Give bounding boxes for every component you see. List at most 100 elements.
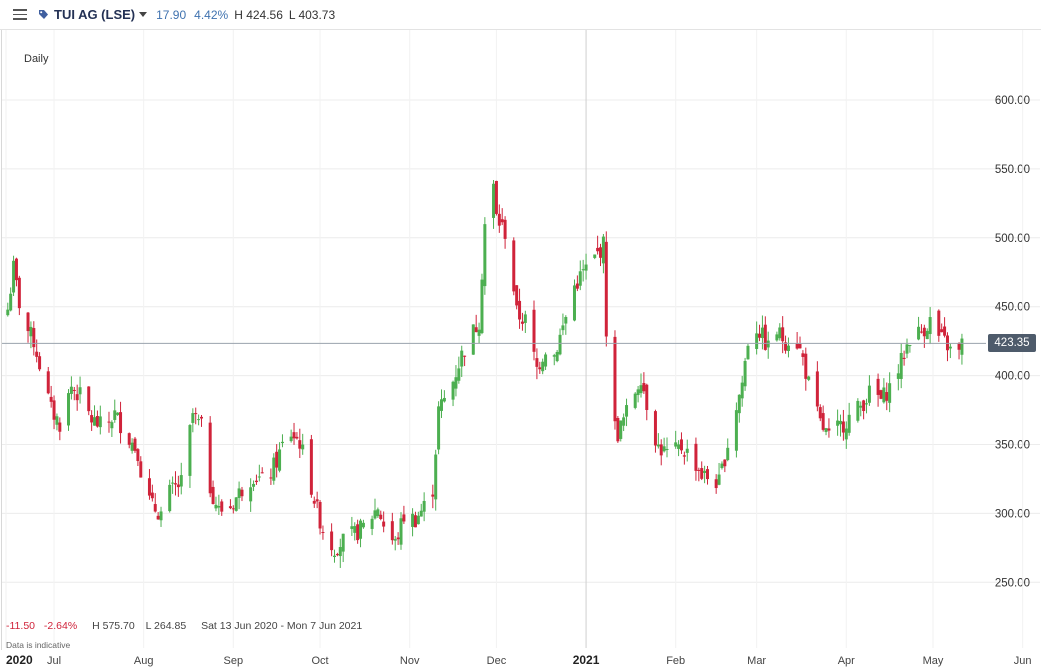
candle-body: [231, 508, 235, 510]
candle-body: [616, 418, 620, 442]
candle-body: [538, 367, 542, 370]
candle-body: [662, 446, 666, 452]
candle-body: [558, 334, 562, 355]
candle-body: [451, 381, 455, 400]
candle-body: [454, 377, 458, 389]
candle-body: [841, 421, 845, 433]
candle-body: [515, 285, 519, 306]
candle-body: [72, 389, 76, 392]
candle-body: [905, 344, 909, 354]
chart-area[interactable]: [1, 30, 1040, 650]
candle-body: [32, 328, 36, 348]
candle-body: [625, 405, 629, 417]
candle-body: [237, 488, 241, 498]
candle-body: [885, 392, 889, 401]
candle-body: [520, 321, 524, 324]
candle-body: [318, 501, 322, 529]
candle-body: [723, 459, 727, 467]
candle-body: [356, 524, 360, 541]
candle-body: [818, 407, 822, 419]
candle-body: [726, 447, 730, 461]
candle-body: [957, 343, 961, 350]
candle-body: [940, 329, 944, 333]
candle-body: [477, 329, 481, 336]
candle-body: [879, 390, 883, 399]
candle-body: [694, 443, 698, 471]
candle-body: [642, 383, 646, 392]
candle-body: [804, 353, 808, 379]
candle-body: [171, 482, 175, 484]
candle-body: [743, 360, 747, 387]
candle-body: [139, 461, 143, 478]
x-tick-label: Nov: [400, 655, 420, 667]
candle-body: [896, 373, 900, 379]
candle-body: [113, 410, 117, 420]
candle-body: [781, 327, 785, 342]
candle-body: [257, 476, 261, 478]
candle-body: [919, 331, 923, 333]
candle-body: [9, 293, 13, 311]
y-tick-label: 250.00: [995, 577, 1030, 589]
candle-body: [593, 254, 597, 258]
x-tick-label: May: [923, 655, 944, 667]
x-tick-label: Jun: [1014, 655, 1032, 667]
candle-body: [399, 518, 403, 545]
candle-body: [6, 309, 10, 316]
symbol-selector[interactable]: TUI AG (LSE): [54, 7, 136, 22]
candle-body: [555, 351, 559, 362]
candle-body: [197, 419, 201, 421]
candle-body: [136, 449, 140, 462]
candle-body: [859, 405, 863, 408]
candle-body: [87, 386, 91, 412]
candle-body: [471, 324, 475, 355]
candle-body: [260, 472, 264, 474]
candle-body: [289, 436, 293, 442]
candle-body: [370, 518, 374, 529]
candle-body: [925, 330, 929, 340]
x-tick-label: Dec: [487, 655, 507, 667]
candle-body: [867, 385, 871, 403]
candle-body: [847, 414, 851, 433]
x-tick-label: Sep: [224, 655, 244, 667]
x-tick-label: Mar: [747, 655, 766, 667]
candle-body: [575, 283, 579, 289]
candle-body: [188, 425, 192, 476]
range-dates: Sat 13 Jun 2020 - Mon 7 Jun 2021: [201, 620, 363, 632]
candle-body: [700, 468, 704, 479]
candle-body: [396, 537, 400, 540]
quote-high: H 424.56: [234, 7, 283, 22]
candle-body: [295, 436, 299, 439]
candle-body: [928, 317, 932, 335]
candle-body: [208, 422, 212, 494]
candle-body: [460, 350, 464, 367]
candle-body: [564, 317, 568, 324]
candle-body: [572, 285, 576, 321]
candle-body: [457, 368, 461, 381]
candle-body: [948, 346, 952, 349]
candle-body: [639, 385, 643, 394]
candle-body: [653, 411, 657, 446]
candle-body: [390, 521, 394, 541]
candle-body: [431, 494, 435, 497]
candle-body: [249, 487, 253, 502]
candle-body: [737, 394, 741, 414]
candle-body: [58, 422, 62, 432]
x-tick-label: Feb: [666, 655, 685, 667]
candle-body: [581, 269, 585, 271]
candle-body: [755, 333, 759, 349]
candle-body: [321, 532, 325, 534]
tag-icon: [39, 10, 48, 19]
candle-body: [416, 515, 420, 525]
candle-body: [503, 219, 507, 239]
candle-body: [376, 509, 380, 517]
candle-body: [269, 477, 273, 479]
chevron-down-icon[interactable]: [139, 12, 148, 17]
x-tick-label: 2021: [573, 653, 600, 667]
candle-body: [697, 469, 701, 471]
candle-body: [168, 484, 172, 512]
candle-body: [679, 439, 683, 451]
range-low: L 264.85: [145, 620, 187, 632]
range-change: -11.50: [6, 620, 35, 632]
hamburger-menu-icon[interactable]: [13, 9, 27, 20]
